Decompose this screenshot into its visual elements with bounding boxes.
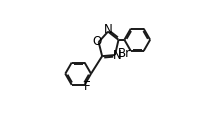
Text: Br: Br — [118, 47, 131, 60]
Text: N: N — [104, 23, 113, 36]
Text: N: N — [113, 49, 122, 62]
Text: F: F — [84, 80, 91, 93]
Text: O: O — [92, 35, 101, 48]
